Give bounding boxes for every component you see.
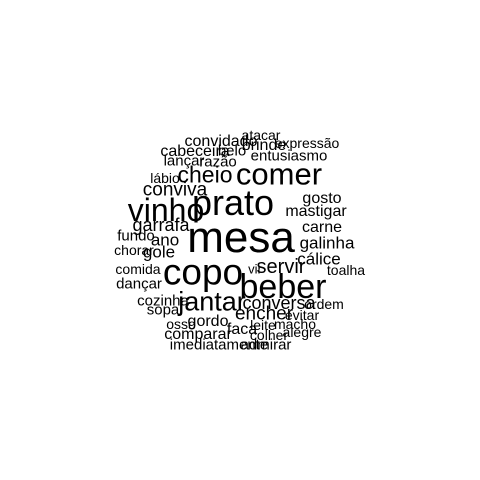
word-ordem: ordem	[304, 296, 344, 312]
word-comida: comida	[115, 261, 161, 277]
word-carne: carne	[301, 219, 343, 236]
word-alegre: alegre	[282, 324, 322, 340]
word-dancar: dançar	[116, 275, 162, 293]
word-faca: faca	[226, 321, 258, 338]
word-gole: gole	[142, 242, 176, 262]
word-atacar: atacar	[241, 127, 281, 143]
word-macho: macho	[273, 316, 317, 332]
word-cabeceira: cabeceira	[160, 143, 230, 160]
word-razao: razão	[199, 153, 237, 171]
word-vinho: vinho	[127, 192, 205, 228]
word-cozinha: cozinha	[137, 292, 189, 310]
word-prato: prato	[191, 182, 275, 223]
word-mastigar: mastigar	[285, 203, 347, 220]
word-ano: ano	[150, 230, 180, 250]
word-cheio: cheio	[177, 161, 233, 188]
word-conviva: conviva	[142, 179, 208, 201]
word-expressao: expressão	[274, 135, 340, 151]
word-galinha: galinha	[299, 233, 355, 253]
word-gosto: gosto	[302, 190, 342, 207]
word-sopa: sopa	[146, 301, 180, 319]
word-osso: osso	[166, 316, 196, 332]
word-fundo: fundo	[117, 227, 155, 245]
word-mesa: mesa	[187, 213, 295, 262]
word-chorar: chorar	[114, 242, 154, 258]
word-copo: copo	[162, 251, 244, 293]
word-calice: cálice	[297, 249, 341, 269]
word-comer: comer	[235, 156, 323, 192]
word-imediatamente: imediatamente	[169, 336, 269, 354]
word-brinde: brinde	[241, 137, 287, 154]
word-convidado: convidado	[184, 133, 258, 150]
word-servir: servir	[256, 256, 306, 278]
word-encher: encher	[234, 303, 294, 325]
word-entusiasmo: entusiasmo	[250, 147, 328, 165]
word-toalha: toalha	[326, 262, 366, 278]
word-admirar: admirar	[240, 336, 292, 354]
word-lancar: lançar	[163, 152, 205, 170]
word-labio: lábio	[150, 170, 180, 186]
word-vir: vir	[248, 261, 262, 277]
word-leite: leite	[250, 317, 276, 333]
word-conversa: conversa	[242, 293, 316, 313]
word-comparar: comparar	[164, 326, 232, 343]
word-beber: beber	[239, 268, 327, 306]
word-colher: colher	[249, 327, 289, 343]
word-garrafa: garrafa	[132, 215, 190, 235]
word-gordo: gordo	[187, 313, 229, 330]
word-evitar: evitar	[284, 307, 320, 323]
word-belo: belo	[217, 142, 247, 160]
word-jantar: jantar	[178, 286, 246, 317]
